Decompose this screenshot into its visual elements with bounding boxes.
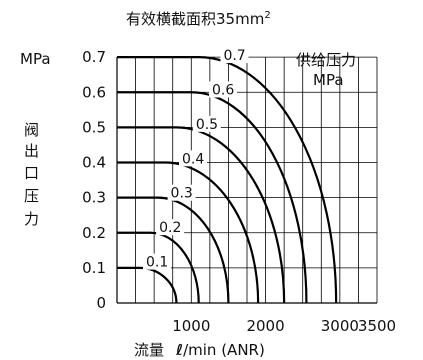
y-tick-label: 0.6 xyxy=(82,83,106,101)
pressure-curve-0-2 xyxy=(117,231,200,304)
curve-label-0-3: 0.3 xyxy=(171,186,193,202)
y-axis-label-char: 出 xyxy=(24,142,39,160)
curve-label-0-2: 0.2 xyxy=(159,220,181,236)
x-tick-label: 2000 xyxy=(246,317,284,335)
y-tick-label: 0.2 xyxy=(82,224,106,242)
y-axis-label-char: 阀 xyxy=(24,121,39,139)
legend-title: 供给压力 xyxy=(296,51,356,69)
grid xyxy=(116,56,378,304)
curve-label-0-7: 0.7 xyxy=(223,48,245,64)
y-axis-label-char: 力 xyxy=(24,210,39,228)
curve-label-0-1: 0.1 xyxy=(146,255,168,271)
y-axis-label-char: 口 xyxy=(24,164,39,182)
curve-labels: 0.1 0.2 0.3 0.4 0.5 0.6 0.7 xyxy=(142,47,249,271)
curve-label-background xyxy=(192,115,221,132)
y-tick-label: 0 xyxy=(96,294,106,312)
y-axis-label-char: 压 xyxy=(24,187,39,205)
y-tick-label: 0.1 xyxy=(82,259,106,277)
y-tick-label: 0.3 xyxy=(82,189,106,207)
curve-label-0-4: 0.4 xyxy=(182,151,204,167)
x-tick-label: 3000 xyxy=(321,317,359,335)
y-tick-label: 0.5 xyxy=(82,118,106,136)
x-tick-label: 1000 xyxy=(172,317,210,335)
y-tick-label: 0.4 xyxy=(82,154,106,172)
curve-label-background xyxy=(220,47,249,64)
curve-label-background xyxy=(142,253,171,270)
y-unit-label: MPa xyxy=(20,50,51,68)
pressure-curve-0-1 xyxy=(117,266,178,304)
chart-title: 有效横截面积35mm2 xyxy=(126,10,271,28)
y-axis-label: 阀 出 口 压 力 xyxy=(24,121,39,228)
y-tick-label: 0.7 xyxy=(82,48,106,66)
curve-label-background xyxy=(209,81,238,98)
curve-label-background xyxy=(167,184,196,201)
legend-unit: MPa xyxy=(313,71,344,89)
x-axis-label: 流量 ℓ/min (ANR) xyxy=(134,341,265,359)
curve-label-0-6: 0.6 xyxy=(212,82,234,98)
curve-label-0-5: 0.5 xyxy=(196,117,218,133)
curve-label-background xyxy=(156,219,185,236)
x-tick-label: 3500 xyxy=(358,317,396,335)
curve-label-background xyxy=(179,150,207,167)
